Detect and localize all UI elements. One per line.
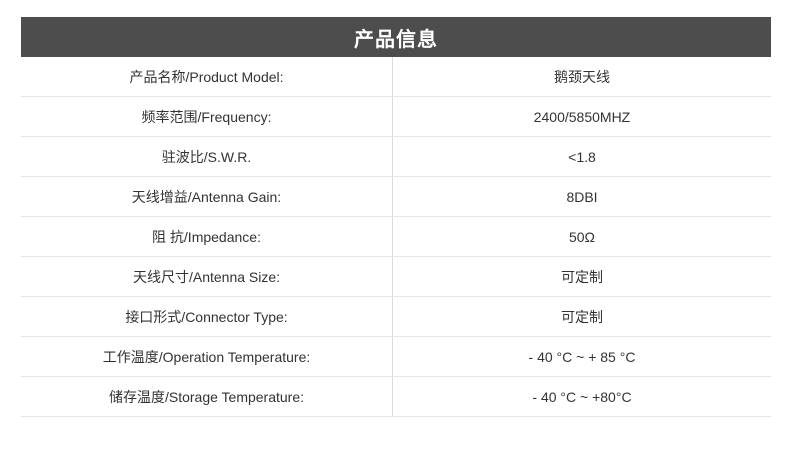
table-row: 工作温度/Operation Temperature: - 40 °C ~ + … xyxy=(21,337,771,377)
spec-value: 可定制 xyxy=(561,308,603,325)
spec-value: - 40 °C ~ + 85 °C xyxy=(528,348,636,365)
table-row: 驻波比/S.W.R. <1.8 xyxy=(21,137,771,177)
spec-value: 50Ω xyxy=(568,228,596,245)
spec-label: 产品名称/Product Model: xyxy=(21,57,393,96)
table-body: 产品名称/Product Model: 鹅颈天线 频率范围/Frequency:… xyxy=(21,57,771,417)
spec-label: 储存温度/Storage Temperature: xyxy=(21,377,393,416)
spec-label: 驻波比/S.W.R. xyxy=(21,137,393,176)
table-row: 频率范围/Frequency: 2400/5850MHZ xyxy=(21,97,771,137)
product-info-table: 产品信息 产品名称/Product Model: 鹅颈天线 频率范围/Frequ… xyxy=(21,17,771,417)
spec-value: 可定制 xyxy=(561,268,603,285)
spec-value: - 40 °C ~ +80°C xyxy=(532,388,632,405)
table-row: 储存温度/Storage Temperature: - 40 °C ~ +80°… xyxy=(21,377,771,417)
table-row: 接口形式/Connector Type: 可定制 xyxy=(21,297,771,337)
table-row: 产品名称/Product Model: 鹅颈天线 xyxy=(21,57,771,97)
spec-label: 天线增益/Antenna Gain: xyxy=(21,177,393,216)
table-row: 天线尺寸/Antenna Size: 可定制 xyxy=(21,257,771,297)
spec-value: 8DBI xyxy=(566,188,598,205)
table-title: 产品信息 xyxy=(21,17,771,57)
spec-label: 天线尺寸/Antenna Size: xyxy=(21,257,393,296)
spec-value: 2400/5850MHZ xyxy=(533,108,631,125)
spec-label: 工作温度/Operation Temperature: xyxy=(21,337,393,376)
table-row: 阻 抗/Impedance: 50Ω xyxy=(21,217,771,257)
spec-label: 阻 抗/Impedance: xyxy=(21,217,393,256)
spec-label: 接口形式/Connector Type: xyxy=(21,297,393,336)
table-row: 天线增益/Antenna Gain: 8DBI xyxy=(21,177,771,217)
spec-label: 频率范围/Frequency: xyxy=(21,97,393,136)
spec-value: <1.8 xyxy=(568,148,596,165)
spec-value: 鹅颈天线 xyxy=(554,68,610,85)
